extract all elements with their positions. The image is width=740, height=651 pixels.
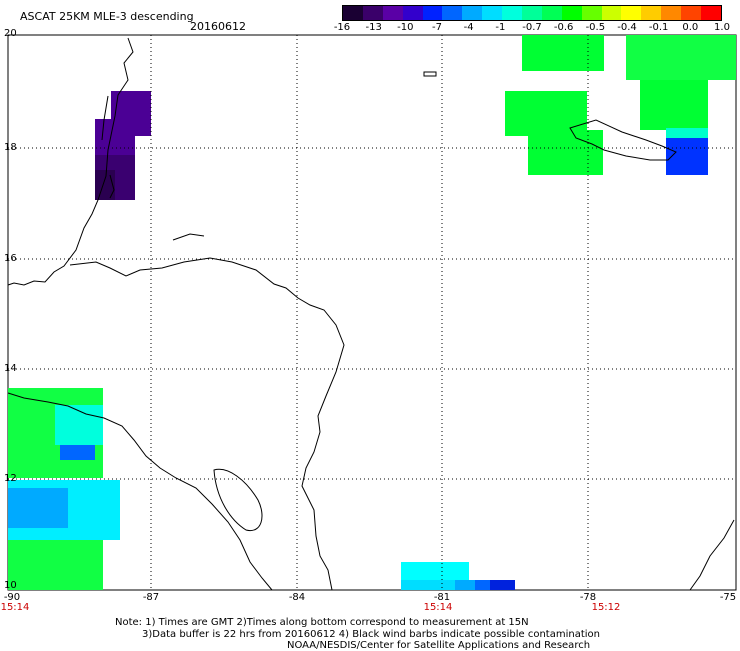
colorbar-segment: [382, 6, 403, 20]
lat-label-16: 16: [4, 253, 17, 264]
time-label-1: 15:14: [0, 602, 30, 613]
colorbar-tick-label: -13: [365, 22, 382, 33]
colorbar-segment: [462, 6, 483, 20]
product-title: ASCAT 25KM MLE-3 descending: [20, 10, 194, 23]
colorbar-segment: [621, 6, 642, 20]
colorbar-segment: [362, 6, 383, 20]
swath-south-center: [401, 562, 515, 590]
colorbar-segment: [701, 6, 721, 20]
lon-label-87: -87: [142, 592, 160, 603]
colorbar-segment: [482, 6, 503, 20]
colorbar-tick-label: -10: [397, 22, 414, 33]
colorbar-segment: [522, 6, 542, 20]
swath-north-yucatan: [95, 91, 151, 200]
plot-frame: [7, 34, 737, 591]
colorbar-segment: [641, 6, 662, 20]
time-label-2: 15:14: [423, 602, 453, 613]
colorbar-segment: [681, 6, 702, 20]
lat-label-10: 10: [4, 580, 17, 591]
colorbar-tick-label: -0.7: [522, 22, 542, 33]
colorbar-tick-label: -0.6: [553, 22, 574, 33]
colorbar-segment: [561, 6, 582, 20]
colorbar-tick-label: -0.5: [585, 22, 606, 33]
swath-east-jamaica: [505, 35, 736, 175]
lat-label-12: 12: [4, 473, 17, 484]
lat-label-18: 18: [4, 142, 17, 153]
lon-label-75: -75: [719, 592, 737, 603]
lat-label-14: 14: [4, 363, 17, 374]
map-title: ASCAT 25KM MLE-3 descending 20160612: [20, 10, 246, 33]
note-line-2: 3)Data buffer is 22 hrs from 20160612 4)…: [142, 629, 600, 640]
lon-label-81: -81: [433, 592, 451, 603]
colorbar-tick-label: -16: [333, 22, 351, 33]
time-label-3: 15:12: [591, 602, 621, 613]
colorbar-segment: [502, 6, 523, 20]
note-line-3: NOAA/NESDIS/Center for Satellite Applica…: [287, 640, 591, 651]
colorbar-tick-label: 1.0: [714, 22, 730, 33]
colorbar-tick-label: -0.1: [648, 22, 669, 33]
colorbar-tick-label: -7: [432, 22, 442, 33]
colorbar-segment: [541, 6, 562, 20]
colorbar-tick-label: -4: [463, 22, 474, 33]
colorbar-segment: [422, 6, 443, 20]
colorbar-segment: [581, 6, 602, 20]
colorbar-segment: [402, 6, 423, 20]
coastline: [7, 37, 735, 591]
product-date: 20160612: [190, 20, 246, 33]
colorbar-segment: [601, 6, 622, 20]
lon-label-78: -78: [579, 592, 597, 603]
lon-label-90: -90: [3, 592, 21, 603]
colorbar-segment: [442, 6, 463, 20]
colorbar-tick-label: 0.0: [682, 22, 699, 33]
note-line-1: Note: 1) Times are GMT 2)Times along bot…: [115, 617, 529, 628]
colorbar-segment: [661, 6, 682, 20]
colorbar-ticks: -16 -13 -10 -7 -4 -1 -0.7 -0.6 -0.5 -0.4 -0.1 0.0 1.…: [0, 22, 740, 36]
colorbar: [342, 5, 722, 21]
lon-label-84: -84: [288, 592, 306, 603]
grid: [8, 35, 736, 590]
colorbar-tick-label: -0.4: [617, 22, 637, 33]
lat-label-20: 20: [4, 28, 17, 39]
colorbar-segment: [343, 6, 363, 20]
colorbar-tick-label: -1: [495, 22, 506, 33]
